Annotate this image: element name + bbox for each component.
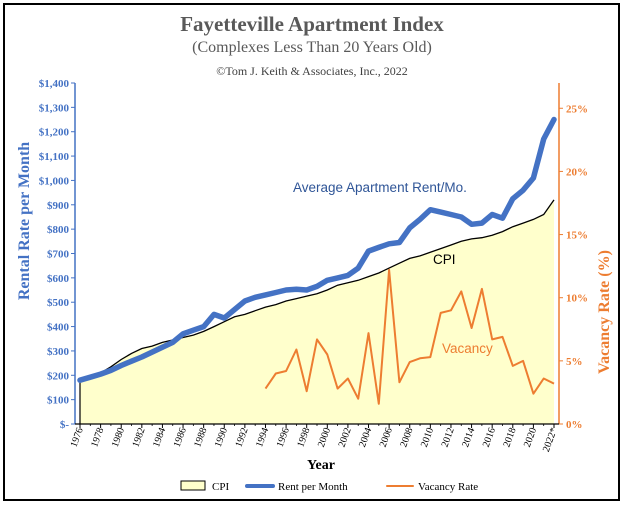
cpi-line [79,199,555,383]
vacancy-line [264,268,555,405]
y-tick-label-left: $900 [47,200,70,212]
copyright-line: ©Tom J. Keith & Associates, Inc., 2022 [216,64,408,78]
y-tick-label-left: $500 [47,297,70,309]
cpi-area [80,199,554,424]
series-layer [77,116,557,424]
x-tick-label: 1994 [254,426,271,449]
y-tick-label-right: 15% [566,230,588,242]
x-tick-label: 1996 [275,426,292,449]
y-axis-label-right: Vacancy Rate (%) [596,250,613,374]
x-axis-label: Year [307,458,335,473]
x-tick-label: 2004 [357,426,374,449]
x-tick-label: 1984 [151,426,168,449]
y-tick-label-left: $600 [47,273,70,285]
x-tick-label: 1982 [130,426,147,449]
x-tick-label: 2000 [316,426,333,449]
y-tick-label-left: $1,300 [39,102,70,114]
y-tick-label-left: $1,200 [39,127,70,139]
annotation-cpi: CPI [433,252,456,267]
y-tick-label-left: $1,400 [39,78,70,90]
x-tick-label: 2016 [481,426,498,449]
legend-swatch-cpi [180,480,206,491]
x-tick-label: 1976 [69,426,86,449]
x-tick-label: 2008 [398,426,415,449]
axes-layer [71,82,563,428]
annotation-vacancy: Vacancy [442,341,493,356]
y-tick-label-left: $700 [47,249,70,261]
x-tick-label: 2022* [541,426,560,453]
legend: CPI Rent per Month Vacancy Rate [180,480,478,493]
x-tick-label: 2006 [378,426,395,449]
legend-label: CPI [212,481,229,493]
x-tick-label: 1992 [234,426,251,449]
x-tick-label: 1998 [295,426,312,449]
rent-line [77,116,557,383]
chart-subtitle: (Complexes Less Than 20 Years Old) [192,39,432,56]
x-tick-label: 2014 [460,426,477,449]
chart-title: Fayetteville Apartment Index [180,12,444,36]
x-tick-label: 1988 [192,426,209,449]
x-tick-label: 1990 [213,426,230,449]
y-tick-label-right: 5% [566,356,583,368]
y-tick-label-left: $100 [47,395,70,407]
y-tick-label-left: $400 [47,322,70,334]
x-tick-label: 2018 [501,426,518,449]
y-tick-label-left: $- [60,419,70,431]
y-tick-label-left: $200 [47,370,70,382]
y-tick-label-right: 20% [566,166,588,178]
x-tick-label: 1980 [110,426,127,449]
y-tick-label-left: $1,100 [39,151,70,163]
annotation-rent: Average Apartment Rent/Mo. [293,180,467,195]
x-tick-label: 1986 [172,426,189,449]
legend-label: Vacancy Rate [418,481,478,493]
y-tick-label-left: $1,000 [39,175,70,187]
x-tick-label: 2010 [419,426,436,449]
x-tick-label: 2002 [337,426,354,449]
x-tick-label: 2020 [522,426,539,449]
y-tick-label-right: 10% [566,293,588,305]
y-axis-label-left: Rental Rate per Month [16,142,33,300]
y-tick-label-left: $300 [47,346,70,358]
legend-label: Rent per Month [278,481,348,493]
x-tick-label: 2012 [440,426,457,449]
y-tick-label-left: $800 [47,224,70,236]
y-tick-label-right: 25% [566,103,588,115]
x-tick-label: 1978 [89,426,106,449]
y-tick-label-right: 0% [566,419,583,431]
